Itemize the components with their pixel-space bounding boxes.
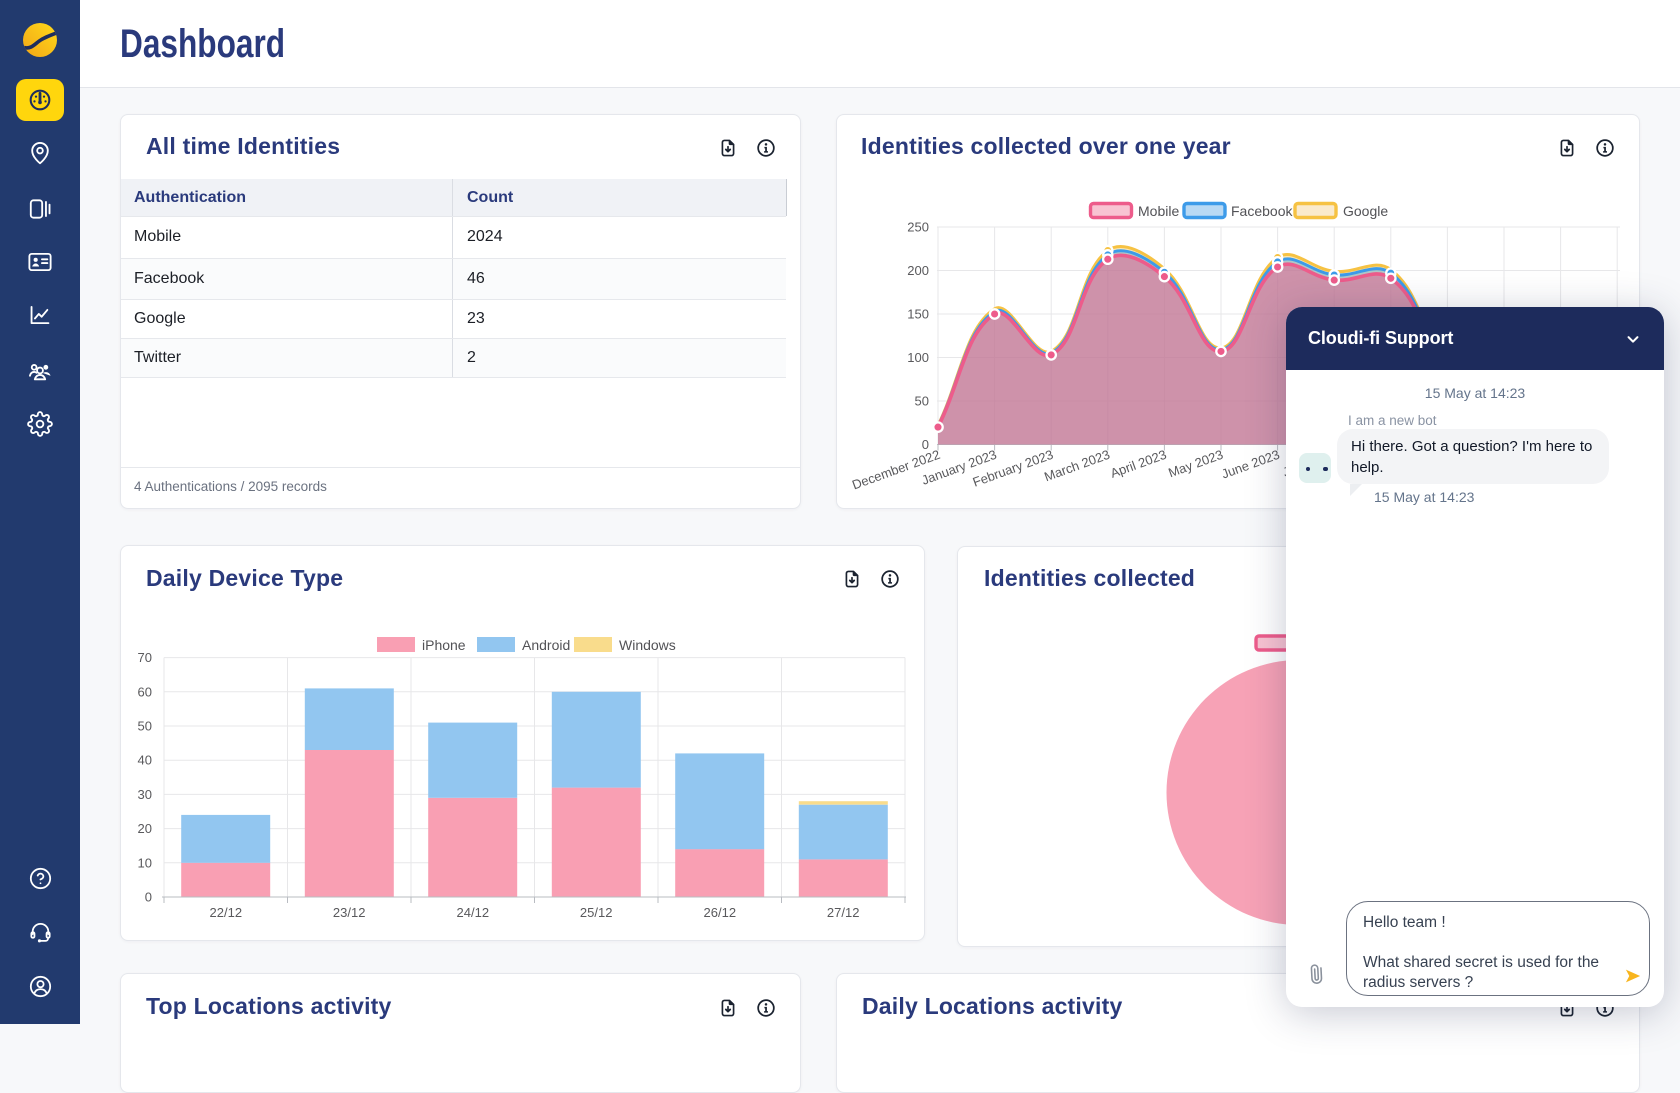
svg-text:50: 50 (138, 719, 152, 734)
svg-text:23/12: 23/12 (333, 905, 366, 920)
svg-text:24/12: 24/12 (457, 905, 490, 920)
svg-text:200: 200 (907, 263, 929, 278)
svg-text:iPhone: iPhone (422, 637, 466, 653)
svg-text:25/12: 25/12 (580, 905, 613, 920)
svg-text:50: 50 (915, 394, 929, 409)
svg-text:Android: Android (522, 637, 570, 653)
svg-text:Mobile: Mobile (1138, 203, 1179, 219)
svg-text:March 2023: March 2023 (1042, 447, 1112, 485)
svg-text:30: 30 (138, 787, 152, 802)
svg-text:70: 70 (138, 650, 152, 665)
svg-text:27/12: 27/12 (827, 905, 860, 920)
svg-text:Facebook: Facebook (1231, 203, 1293, 219)
svg-text:150: 150 (907, 307, 929, 322)
svg-text:0: 0 (145, 890, 152, 905)
svg-text:60: 60 (138, 684, 152, 699)
svg-text:40: 40 (138, 753, 152, 768)
svg-text:0: 0 (922, 437, 929, 452)
svg-text:22/12: 22/12 (210, 905, 243, 920)
svg-text:100: 100 (907, 350, 929, 365)
svg-text:June 2023: June 2023 (1219, 447, 1281, 482)
svg-text:Google: Google (1343, 203, 1388, 219)
svg-text:250: 250 (907, 220, 929, 235)
svg-text:10: 10 (138, 855, 152, 870)
svg-text:April 2023: April 2023 (1108, 447, 1168, 481)
svg-text:May 2023: May 2023 (1166, 447, 1225, 481)
svg-text:26/12: 26/12 (704, 905, 737, 920)
svg-text:20: 20 (138, 821, 152, 836)
svg-text:Windows: Windows (619, 637, 676, 653)
